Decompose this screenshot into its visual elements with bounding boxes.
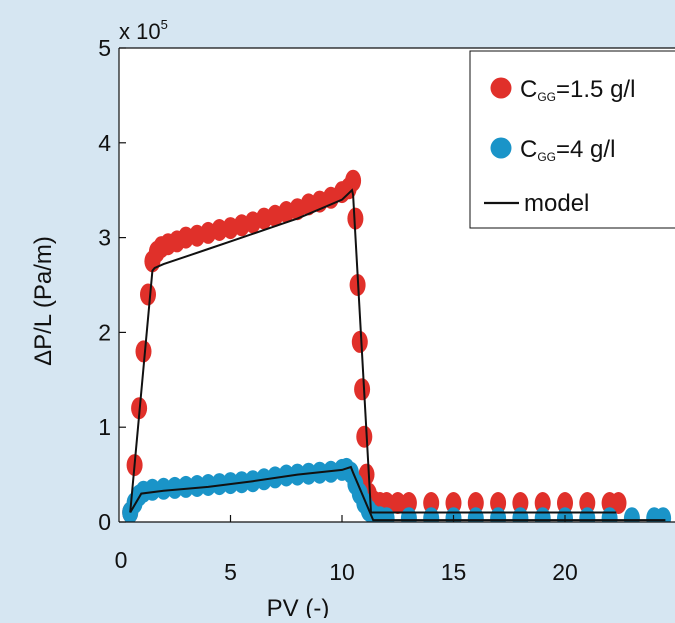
data-point	[345, 169, 362, 192]
legend-label-model: model	[524, 190, 589, 217]
y-axis-title: ΔP/L (Pa/m)	[30, 236, 57, 366]
data-point	[378, 507, 395, 522]
x-tick-label: 10	[329, 559, 355, 585]
legend-label-blue: CGG=4 g/l	[520, 136, 615, 164]
y-tick-label: 5	[98, 35, 111, 61]
legend-marker-red	[490, 77, 512, 99]
data-point	[623, 507, 640, 522]
y-tick-label: 1	[98, 414, 111, 440]
y-tick-label: 0	[98, 509, 111, 535]
data-point	[400, 492, 417, 514]
data-point	[423, 492, 440, 514]
data-point	[490, 492, 507, 514]
legend-label-red: CGG=1.5 g/l	[520, 76, 635, 104]
data-point	[579, 492, 596, 514]
legend-marker-blue	[490, 137, 512, 159]
data-point	[655, 507, 672, 522]
data-point	[445, 492, 462, 514]
data-point	[445, 507, 462, 522]
data-point	[534, 507, 551, 522]
data-point	[610, 492, 627, 514]
data-point	[400, 507, 417, 522]
data-point	[467, 492, 484, 514]
data-point	[601, 507, 618, 522]
data-point	[490, 507, 507, 522]
y-tick-label: 3	[98, 225, 111, 251]
data-point	[356, 425, 373, 448]
data-point	[135, 340, 152, 363]
model-line	[129, 188, 617, 514]
y-multiplier-label: x 105	[119, 17, 168, 44]
x-tick-label: 0	[115, 547, 128, 573]
x-tick-label: 15	[441, 559, 467, 585]
data-point	[557, 507, 573, 522]
data-point	[467, 507, 484, 522]
y-tick-label: 2	[98, 319, 111, 345]
data-point	[354, 378, 371, 401]
tick-marks	[119, 47, 566, 523]
data-point	[512, 492, 529, 514]
data-point	[389, 492, 406, 514]
data-point	[140, 283, 156, 306]
data-point	[423, 507, 440, 522]
x-axis-title: PV (-)	[267, 595, 330, 618]
model-line	[129, 465, 666, 522]
data-point	[351, 330, 368, 353]
data-point	[534, 492, 551, 514]
data-marks	[122, 169, 672, 522]
legend: CGG=1.5 g/l CGG=4 g/l model	[469, 50, 675, 229]
x-tick-label: 5	[224, 559, 237, 585]
data-point	[557, 492, 573, 514]
y-tick-label: 4	[98, 130, 111, 156]
data-point	[512, 507, 529, 522]
x-tick-label: 20	[552, 559, 578, 585]
data-point	[579, 507, 596, 522]
